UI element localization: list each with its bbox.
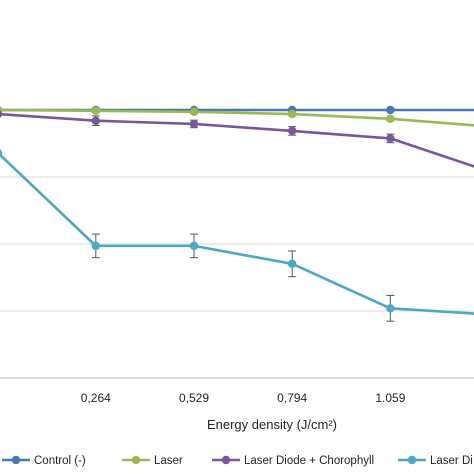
data-point bbox=[0, 149, 3, 157]
x-tick-label: 0,794 bbox=[277, 391, 307, 405]
data-point bbox=[386, 114, 395, 124]
data-point bbox=[91, 241, 101, 251]
series-3 bbox=[0, 149, 474, 322]
x-tick-label: 1.059 bbox=[375, 391, 405, 405]
legend-label: Control (-) bbox=[34, 455, 86, 467]
series-line bbox=[0, 108, 474, 127]
series-2 bbox=[0, 110, 474, 168]
plot-area bbox=[0, 105, 474, 322]
legend-label: Laser bbox=[154, 455, 183, 467]
data-point bbox=[0, 110, 3, 118]
data-point bbox=[287, 126, 297, 136]
series-line bbox=[0, 152, 474, 315]
legend-item: Laser bbox=[122, 455, 183, 467]
gridlines bbox=[0, 109, 474, 312]
data-point bbox=[287, 259, 297, 269]
legend-item: Laser Di bbox=[398, 455, 473, 467]
series-line bbox=[0, 112, 474, 168]
legend-item: Control (-) bbox=[2, 455, 86, 467]
series-1 bbox=[0, 106, 474, 127]
data-point bbox=[189, 119, 199, 129]
x-tick-label: 0,529 bbox=[179, 391, 209, 405]
legend-swatch-marker bbox=[11, 455, 21, 465]
x-tick-label: 0,264 bbox=[81, 391, 111, 405]
legend: Control (-) Laser Laser Diode + Chorophyll… bbox=[2, 455, 473, 467]
data-point bbox=[91, 106, 101, 116]
data-point bbox=[386, 304, 395, 313]
data-point bbox=[287, 109, 297, 119]
legend-item: Laser Diode + Chorophyll bbox=[212, 455, 374, 467]
legend-swatch-marker bbox=[221, 455, 231, 465]
data-point bbox=[386, 105, 395, 115]
data-point bbox=[189, 107, 199, 117]
legend-swatch-marker bbox=[131, 455, 141, 465]
x-axis-title: Energy density (J/cm²) bbox=[207, 417, 337, 432]
legend-label: Laser Di bbox=[430, 455, 473, 467]
legend-label: Laser Diode + Chorophyll bbox=[244, 455, 374, 467]
data-point bbox=[386, 134, 395, 143]
data-point bbox=[91, 116, 101, 125]
data-point bbox=[189, 241, 199, 251]
legend-swatch-marker bbox=[407, 455, 417, 465]
